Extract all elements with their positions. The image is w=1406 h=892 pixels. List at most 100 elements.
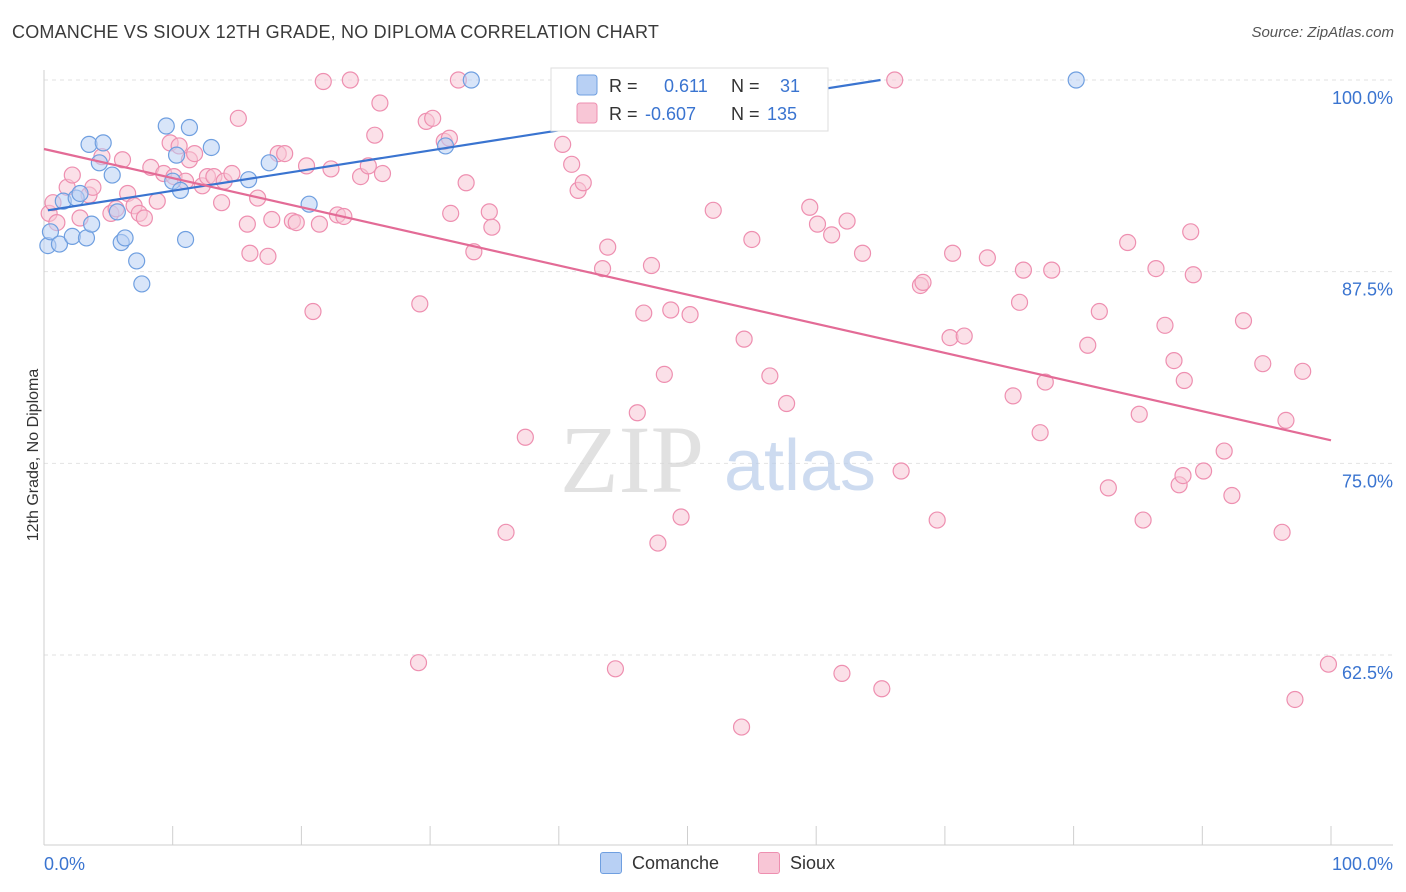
y-tick-label-0: 62.5%: [1342, 663, 1393, 683]
point-sioux-72: [593, 260, 612, 278]
x-tick-label-max: 100.0%: [1332, 854, 1393, 874]
point-sioux-115: [1130, 405, 1148, 423]
x-tick-label-min: 0.0%: [44, 854, 85, 874]
point-sioux-124: [1184, 266, 1202, 284]
point-sioux-77: [642, 256, 661, 275]
point-sioux-127: [1223, 486, 1241, 505]
point-sioux-97: [892, 462, 910, 480]
point-sioux-99: [914, 273, 932, 291]
grid-lines: [44, 79, 1393, 656]
point-sioux-101: [941, 329, 959, 347]
point-comanche-30: [1067, 71, 1085, 89]
point-sioux-71: [574, 174, 592, 192]
point-sioux-84: [732, 718, 751, 736]
point-sioux-62: [457, 174, 475, 192]
point-comanche-8: [80, 135, 98, 153]
point-sioux-85: [735, 330, 753, 348]
point-sioux-121: [1174, 467, 1192, 485]
legend-n-value-comanche: 31: [780, 76, 800, 96]
point-comanche-26: [260, 154, 278, 172]
point-sioux-89: [801, 198, 819, 216]
point-sioux-91: [823, 226, 841, 244]
point-sioux-130: [1273, 523, 1291, 541]
point-sioux-76: [635, 304, 653, 322]
legend-bottom-swatch-comanche: [600, 852, 622, 874]
point-sioux-51: [366, 126, 384, 144]
point-sioux-133: [1294, 362, 1312, 380]
legend-series: Comanche Sioux: [0, 850, 1406, 880]
point-sioux-110: [1043, 261, 1061, 279]
point-sioux-116: [1134, 511, 1152, 529]
point-sioux-24: [185, 145, 204, 163]
point-sioux-45: [322, 160, 340, 178]
point-sioux-83: [704, 201, 722, 219]
point-comanche-22: [176, 230, 195, 249]
point-sioux-129: [1254, 355, 1272, 373]
x-tick-labels: 0.0% 100.0%: [44, 854, 1393, 874]
point-sioux-106: [1010, 293, 1029, 311]
watermark-atlas: atlas: [724, 426, 876, 506]
legend-swatch-sioux: [576, 102, 598, 124]
data-points: [39, 71, 1338, 736]
point-sioux-126: [1215, 442, 1233, 460]
legend-item-sioux: Sioux: [758, 852, 835, 874]
point-sioux-128: [1234, 312, 1253, 330]
point-sioux-118: [1156, 316, 1174, 334]
point-sioux-125: [1194, 462, 1213, 480]
point-sioux-30: [223, 164, 241, 183]
y-axis-label: 12th Grade, No Diploma: [25, 369, 42, 542]
point-sioux-112: [1090, 302, 1108, 321]
point-sioux-33: [241, 244, 259, 262]
point-sioux-105: [1004, 387, 1022, 405]
point-sioux-86: [743, 230, 761, 249]
point-comanche-23: [180, 118, 199, 137]
point-sioux-117: [1147, 260, 1165, 278]
point-sioux-78: [649, 534, 667, 552]
point-sioux-107: [1014, 261, 1033, 279]
point-sioux-100: [928, 511, 946, 529]
point-comanche-11: [94, 134, 112, 152]
trend-lines: [43, 78, 1332, 442]
watermark: ZIP atlas: [560, 406, 876, 513]
point-sioux-15: [135, 209, 153, 227]
point-sioux-36: [263, 210, 281, 229]
point-sioux-40: [287, 214, 305, 232]
point-sioux-69: [563, 155, 581, 173]
legend-r-label-sioux: R =: [609, 104, 638, 124]
point-sioux-122: [1175, 371, 1193, 390]
point-sioux-44: [314, 72, 332, 91]
watermark-zip: ZIP: [560, 406, 704, 513]
point-comanche-20: [167, 146, 186, 164]
legend-n-value-sioux: 135: [767, 104, 797, 124]
y-tick-label-3: 100.0%: [1332, 88, 1393, 108]
point-sioux-123: [1182, 223, 1200, 241]
legend-stats: R = 0.611 N = 31 R = -0.607 N = 135: [550, 67, 829, 132]
point-sioux-103: [955, 327, 973, 345]
point-sioux-108: [1031, 424, 1049, 442]
point-comanche-1: [41, 223, 60, 241]
legend-label-comanche: Comanche: [632, 852, 720, 873]
point-sioux-109: [1036, 373, 1054, 391]
point-sioux-4: [63, 166, 81, 184]
point-sioux-96: [886, 71, 904, 89]
point-sioux-79: [655, 365, 673, 383]
point-sioux-35: [259, 247, 277, 265]
point-sioux-60: [442, 204, 460, 222]
point-comanche-12: [103, 166, 121, 184]
point-sioux-82: [681, 306, 699, 324]
point-sioux-94: [853, 244, 872, 262]
point-sioux-131: [1277, 411, 1295, 429]
legend-label-sioux: Sioux: [790, 852, 836, 873]
point-sioux-88: [777, 394, 796, 413]
point-sioux-74: [606, 660, 625, 678]
point-sioux-81: [672, 508, 690, 526]
point-sioux-64: [480, 203, 498, 221]
point-sioux-57: [424, 109, 442, 127]
point-sioux-87: [761, 367, 779, 385]
legend-r-value-sioux: -0.607: [645, 104, 696, 124]
point-sioux-43: [310, 215, 329, 233]
point-sioux-132: [1286, 690, 1304, 709]
point-comanche-15: [116, 229, 134, 247]
legend-r-label-comanche: R =: [609, 76, 638, 96]
